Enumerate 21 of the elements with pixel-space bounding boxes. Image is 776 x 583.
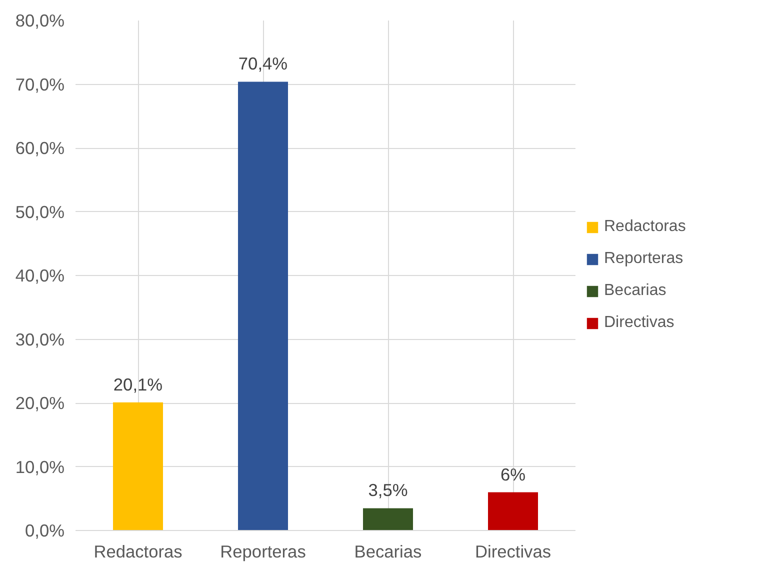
data-label: 20,1% (113, 374, 163, 394)
y-tick-label: 0,0% (25, 520, 65, 540)
legend-label: Redactoras (604, 218, 686, 236)
x-tick-label: Reporteras (220, 542, 306, 562)
y-tick-label: 70,0% (15, 74, 65, 94)
data-label: 3,5% (368, 480, 408, 500)
data-label: 6% (500, 464, 526, 484)
y-tick-label: 20,0% (15, 393, 65, 413)
y-tick-label: 60,0% (15, 138, 65, 158)
y-tick-label: 10,0% (15, 456, 65, 477)
x-tick-label: Redactoras (94, 542, 183, 562)
y-tick-label: 40,0% (15, 266, 65, 286)
x-tick-label: Directivas (474, 542, 552, 562)
y-tick-label: 80,0% (15, 10, 65, 30)
y-tick-label: 50,0% (15, 202, 65, 222)
legend-label: Directivas (604, 314, 674, 332)
x-tick-label: Becarias (354, 542, 422, 562)
legend-label: Reporteras (604, 250, 684, 268)
data-label: 70,4% (238, 54, 288, 74)
legend-label: Becarias (604, 282, 666, 300)
y-tick-label: 30,0% (15, 329, 65, 350)
